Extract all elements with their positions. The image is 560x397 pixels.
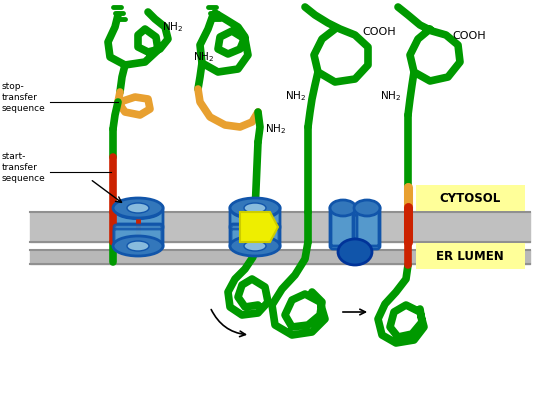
FancyBboxPatch shape bbox=[230, 224, 280, 249]
Ellipse shape bbox=[127, 203, 149, 213]
Ellipse shape bbox=[114, 201, 162, 219]
Ellipse shape bbox=[113, 198, 163, 218]
FancyBboxPatch shape bbox=[354, 205, 380, 249]
Ellipse shape bbox=[354, 200, 380, 216]
Ellipse shape bbox=[244, 203, 266, 213]
Ellipse shape bbox=[341, 239, 369, 261]
FancyBboxPatch shape bbox=[114, 225, 162, 242]
Text: NH$_2$: NH$_2$ bbox=[265, 122, 286, 136]
Text: COOH: COOH bbox=[452, 31, 486, 41]
FancyBboxPatch shape bbox=[230, 205, 280, 230]
Polygon shape bbox=[240, 212, 278, 242]
Ellipse shape bbox=[129, 205, 147, 215]
Text: start-: start- bbox=[2, 152, 26, 161]
Ellipse shape bbox=[114, 235, 162, 253]
Text: sequence: sequence bbox=[2, 104, 46, 113]
Text: NH$_2$: NH$_2$ bbox=[380, 89, 401, 103]
Text: ER LUMEN: ER LUMEN bbox=[436, 249, 504, 262]
Ellipse shape bbox=[330, 200, 356, 216]
FancyBboxPatch shape bbox=[231, 229, 279, 246]
FancyBboxPatch shape bbox=[357, 208, 379, 246]
Ellipse shape bbox=[231, 235, 279, 253]
Text: transfer: transfer bbox=[2, 163, 38, 172]
FancyBboxPatch shape bbox=[416, 243, 525, 269]
Polygon shape bbox=[248, 219, 272, 245]
Text: NH$_2$: NH$_2$ bbox=[285, 89, 306, 103]
Text: CYTOSOL: CYTOSOL bbox=[440, 191, 501, 204]
Bar bbox=[30, 250, 530, 264]
Ellipse shape bbox=[246, 239, 264, 249]
Bar bbox=[30, 212, 530, 242]
Text: COOH: COOH bbox=[362, 27, 395, 37]
Text: transfer: transfer bbox=[2, 93, 38, 102]
Ellipse shape bbox=[244, 241, 266, 251]
Ellipse shape bbox=[353, 202, 373, 218]
FancyBboxPatch shape bbox=[114, 229, 162, 246]
Ellipse shape bbox=[230, 236, 280, 256]
FancyBboxPatch shape bbox=[330, 205, 356, 249]
Ellipse shape bbox=[129, 239, 147, 249]
FancyBboxPatch shape bbox=[331, 208, 353, 246]
Ellipse shape bbox=[338, 239, 372, 265]
Ellipse shape bbox=[230, 198, 280, 218]
Ellipse shape bbox=[246, 205, 264, 215]
Ellipse shape bbox=[231, 201, 279, 219]
Ellipse shape bbox=[113, 236, 163, 256]
FancyBboxPatch shape bbox=[416, 185, 525, 211]
FancyBboxPatch shape bbox=[113, 205, 163, 230]
Text: stop-: stop- bbox=[2, 82, 25, 91]
FancyBboxPatch shape bbox=[113, 224, 163, 249]
Text: NH$_2$: NH$_2$ bbox=[162, 20, 183, 34]
FancyBboxPatch shape bbox=[231, 225, 279, 242]
Ellipse shape bbox=[337, 202, 357, 218]
Ellipse shape bbox=[127, 241, 149, 251]
Text: NH$_2$: NH$_2$ bbox=[193, 50, 214, 64]
Text: sequence: sequence bbox=[2, 174, 46, 183]
